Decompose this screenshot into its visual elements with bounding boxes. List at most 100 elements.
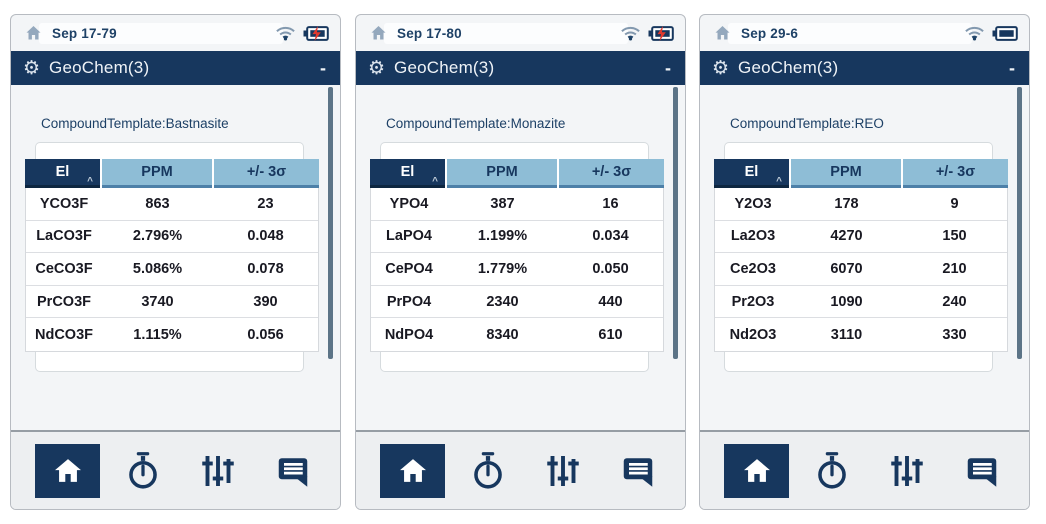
error-cell: 610 bbox=[598, 326, 623, 343]
nav-stopwatch-button[interactable] bbox=[799, 444, 864, 498]
nav-stopwatch-button[interactable] bbox=[110, 444, 175, 498]
scrollbar-thumb[interactable] bbox=[1017, 87, 1022, 359]
title-bar: ⚙ GeoChem(3) - bbox=[700, 51, 1029, 85]
ppm-cell: 178 bbox=[834, 195, 859, 212]
table-body: Y2O3 178 9 La2O3 4270 150 Ce2O3 6070 210 Pr2O3 109… bbox=[714, 188, 1008, 352]
table-header-row: El ^ PPM +/- 3σ bbox=[370, 159, 664, 188]
ppm-cell: 1.779% bbox=[477, 260, 528, 277]
error-cell: 23 bbox=[257, 195, 274, 212]
nav-messages-button[interactable] bbox=[606, 444, 671, 498]
table-row[interactable]: PrCO3F 3740 390 bbox=[26, 286, 318, 319]
status-date: Sep 17-80 bbox=[397, 25, 462, 41]
status-bar: Sep 17-80 bbox=[356, 15, 685, 51]
sliders-icon bbox=[547, 455, 579, 486]
nav-sliders-button[interactable] bbox=[531, 444, 596, 498]
app-title: GeoChem(3) bbox=[394, 58, 495, 77]
column-header-ppm[interactable]: PPM bbox=[447, 159, 557, 188]
table-row[interactable]: CePO4 1.779% 0.050 bbox=[371, 253, 663, 286]
compound-cell: NdPO4 bbox=[384, 326, 434, 343]
results-table: El ^ PPM +/- 3σ YCO3F 863 23 LaCO3F 2.796% 0.… bbox=[25, 159, 319, 352]
table-row[interactable]: Y2O3 178 9 bbox=[715, 188, 1007, 221]
error-cell: 440 bbox=[598, 293, 623, 310]
error-cell: 150 bbox=[942, 228, 967, 245]
nav-home-button[interactable] bbox=[35, 443, 100, 498]
table-row[interactable]: NdPO4 8340 610 bbox=[371, 318, 663, 351]
ppm-cell: 2.796% bbox=[132, 228, 183, 245]
nav-messages-button[interactable] bbox=[261, 444, 326, 498]
bottom-nav-bar bbox=[700, 430, 1029, 509]
table-row[interactable]: Pr2O3 1090 240 bbox=[715, 286, 1007, 319]
settings-gear-icon[interactable]: ⚙ bbox=[23, 56, 41, 79]
table-row[interactable]: PrPO4 2340 440 bbox=[371, 286, 663, 319]
header-label: El bbox=[400, 164, 415, 180]
column-header-el[interactable]: El ^ bbox=[370, 159, 445, 188]
settings-gear-icon[interactable]: ⚙ bbox=[712, 56, 730, 79]
scrollbar-thumb[interactable] bbox=[328, 87, 333, 359]
scrollbar-thumb[interactable] bbox=[673, 87, 678, 359]
ppm-cell: 1090 bbox=[830, 293, 863, 310]
ppm-cell: 3740 bbox=[141, 293, 174, 310]
table-row[interactable]: YPO4 387 16 bbox=[371, 188, 663, 221]
minimize-button[interactable]: - bbox=[1009, 57, 1015, 78]
table-row[interactable]: Nd2O3 3110 330 bbox=[715, 318, 1007, 351]
ppm-cell: 1.115% bbox=[133, 326, 182, 343]
table-row[interactable]: Ce2O3 6070 210 bbox=[715, 253, 1007, 286]
table-row[interactable]: CeCO3F 5.086% 0.078 bbox=[26, 253, 318, 286]
nav-home-button[interactable] bbox=[380, 443, 445, 498]
column-header-ppm[interactable]: PPM bbox=[791, 159, 901, 188]
sort-caret-icon: ^ bbox=[87, 176, 93, 187]
results-table: El ^ PPM +/- 3σ Y2O3 178 9 La2O3 4270 150 Ce2O… bbox=[714, 159, 1008, 352]
ppm-cell: 4270 bbox=[830, 228, 863, 245]
table-row[interactable]: YCO3F 863 23 bbox=[26, 188, 318, 221]
nav-sliders-button[interactable] bbox=[186, 444, 251, 498]
minimize-button[interactable]: - bbox=[665, 57, 671, 78]
column-header-sigma[interactable]: +/- 3σ bbox=[214, 159, 319, 188]
table-row[interactable]: LaCO3F 2.796% 0.048 bbox=[26, 221, 318, 254]
nav-sliders-button[interactable] bbox=[875, 444, 940, 498]
device-screen: Sep 17-80 ⚙ GeoChem(3) - CompoundTemplat… bbox=[355, 14, 686, 510]
error-cell: 0.048 bbox=[247, 228, 284, 245]
column-header-ppm[interactable]: PPM bbox=[102, 159, 212, 188]
column-header-sigma[interactable]: +/- 3σ bbox=[903, 159, 1008, 188]
compound-template-label: CompoundTemplate:Monazite bbox=[386, 116, 566, 131]
table-row[interactable]: NdCO3F 1.115% 0.056 bbox=[26, 318, 318, 351]
column-header-el[interactable]: El ^ bbox=[25, 159, 100, 188]
error-cell: 16 bbox=[602, 195, 619, 212]
column-header-sigma[interactable]: +/- 3σ bbox=[559, 159, 664, 188]
nav-home-button[interactable] bbox=[724, 443, 789, 498]
error-cell: 0.034 bbox=[592, 228, 629, 245]
sliders-icon bbox=[202, 455, 234, 486]
home-icon bbox=[54, 459, 81, 482]
header-label: El bbox=[744, 164, 759, 180]
error-cell: 210 bbox=[942, 260, 967, 277]
status-bar: Sep 29-6 bbox=[700, 15, 1029, 51]
nav-stopwatch-button[interactable] bbox=[455, 444, 520, 498]
table-row[interactable]: LaPO4 1.199% 0.034 bbox=[371, 221, 663, 254]
column-header-el[interactable]: El ^ bbox=[714, 159, 789, 188]
compound-cell: CePO4 bbox=[385, 260, 433, 277]
sort-caret-icon: ^ bbox=[776, 176, 782, 187]
compound-cell: NdCO3F bbox=[35, 326, 93, 343]
home-icon bbox=[743, 459, 770, 482]
compound-template-label: CompoundTemplate:REO bbox=[730, 116, 884, 131]
settings-gear-icon[interactable]: ⚙ bbox=[368, 56, 386, 79]
nav-messages-button[interactable] bbox=[950, 444, 1015, 498]
table-body: YCO3F 863 23 LaCO3F 2.796% 0.048 CeCO3F 5.086% 0… bbox=[25, 188, 319, 352]
compound-cell: Nd2O3 bbox=[729, 326, 777, 343]
minimize-button[interactable]: - bbox=[320, 57, 326, 78]
status-bar: Sep 17-79 bbox=[11, 15, 340, 51]
compound-cell: Y2O3 bbox=[734, 195, 772, 212]
table-row[interactable]: La2O3 4270 150 bbox=[715, 221, 1007, 254]
wifi-icon bbox=[276, 26, 295, 41]
status-date: Sep 29-6 bbox=[741, 25, 799, 41]
results-area: CompoundTemplate:REO El ^ PPM +/- 3σ Y2O… bbox=[700, 85, 1029, 429]
status-strip bbox=[39, 23, 283, 44]
header-label: El bbox=[55, 164, 70, 180]
results-area: CompoundTemplate:Bastnasite El ^ PPM +/-… bbox=[11, 85, 340, 429]
stopwatch-icon bbox=[129, 452, 157, 489]
sliders-icon bbox=[891, 455, 923, 486]
error-cell: 390 bbox=[253, 293, 278, 310]
error-cell: 240 bbox=[942, 293, 967, 310]
bottom-nav-bar bbox=[11, 430, 340, 509]
ppm-cell: 8340 bbox=[486, 326, 519, 343]
